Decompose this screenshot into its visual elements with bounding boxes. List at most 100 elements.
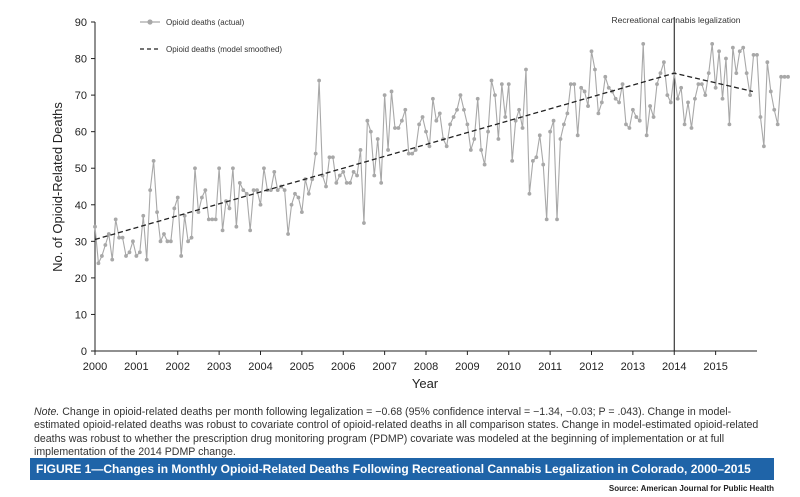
- actual-data-point: [430, 96, 435, 101]
- actual-data-point: [196, 210, 201, 214]
- legend-actual-label: Opioid deaths (actual): [166, 18, 245, 27]
- actual-data-point: [489, 78, 494, 83]
- x-tick-label: 2007: [372, 361, 396, 373]
- actual-data-point: [572, 82, 577, 87]
- figure-note: Note. Change in opioid-related deaths pe…: [34, 406, 774, 460]
- actual-data-point: [237, 180, 242, 185]
- y-tick-label: 0: [81, 346, 87, 358]
- actual-data-point: [486, 129, 490, 134]
- actual-data-point: [699, 82, 704, 87]
- note-text: Change in opioid-related deaths per mont…: [34, 406, 759, 459]
- actual-data-point: [510, 159, 515, 163]
- actual-data-point: [730, 45, 735, 50]
- actual-data-point: [324, 184, 328, 189]
- actual-data-point: [679, 85, 684, 90]
- actual-data-point: [193, 166, 197, 171]
- actual-data-point: [217, 166, 222, 171]
- actual-data-point: [172, 206, 177, 211]
- actual-data-point: [562, 122, 566, 127]
- actual-data-point: [493, 93, 497, 98]
- actual-data-point: [396, 126, 401, 130]
- actual-data-point: [151, 159, 156, 163]
- actual-data-point: [375, 137, 380, 141]
- actual-data-point: [158, 239, 163, 244]
- actual-data-point: [231, 166, 235, 171]
- actual-data-point: [148, 188, 153, 193]
- actual-data-point: [503, 115, 508, 119]
- actual-data-point: [341, 169, 346, 174]
- actual-data-point: [782, 74, 787, 79]
- actual-data-point: [693, 96, 697, 101]
- actual-data-point: [106, 232, 111, 236]
- actual-data-point: [506, 82, 511, 87]
- actual-data-point: [241, 188, 246, 193]
- y-tick-label: 60: [75, 127, 87, 139]
- actual-data-point: [534, 155, 539, 160]
- actual-data-point: [379, 180, 384, 185]
- actual-data-point: [648, 104, 653, 108]
- actual-data-point: [741, 45, 746, 50]
- actual-data-point: [748, 93, 753, 98]
- actual-data-point: [179, 254, 184, 258]
- actual-data-point: [337, 173, 342, 178]
- actual-data-point: [524, 67, 528, 72]
- actual-data-point: [189, 235, 194, 240]
- actual-data-point: [724, 56, 728, 61]
- actual-data-point: [455, 107, 459, 112]
- actual-data-point: [186, 239, 190, 244]
- x-tick-label: 2003: [207, 361, 231, 373]
- actual-data-point: [527, 191, 532, 196]
- actual-data-point: [134, 254, 139, 258]
- actual-data-point: [327, 155, 332, 160]
- actual-data-point: [655, 82, 659, 87]
- actual-data-point: [293, 191, 297, 196]
- actual-data-point: [637, 118, 642, 123]
- actual-data-point: [696, 82, 701, 87]
- actual-data-point: [710, 42, 715, 46]
- actual-data-point: [630, 107, 635, 112]
- actual-data-point: [558, 137, 563, 141]
- legend-model-label: Opioid deaths (model smoothed): [166, 45, 282, 54]
- model-series-line: [94, 72, 754, 241]
- actual-data-point: [499, 82, 504, 87]
- actual-data-point: [624, 122, 628, 127]
- actual-data-point: [262, 166, 266, 171]
- y-tick-label: 50: [75, 163, 87, 175]
- actual-data-point: [768, 89, 773, 94]
- actual-data-point: [310, 177, 315, 182]
- actual-data-point: [334, 180, 339, 185]
- actual-data-point: [599, 100, 604, 105]
- actual-data-point: [686, 100, 690, 105]
- actual-data-point: [368, 129, 373, 134]
- actual-data-point: [675, 96, 680, 101]
- actual-data-point: [765, 60, 770, 65]
- actual-data-point: [575, 133, 580, 138]
- y-tick-label: 10: [75, 309, 87, 321]
- actual-data-point: [413, 148, 418, 152]
- actual-data-point: [199, 195, 204, 200]
- actual-data-point: [358, 148, 363, 152]
- actual-data-point: [737, 49, 742, 54]
- actual-data-point: [541, 162, 546, 167]
- actual-data-point: [717, 49, 721, 54]
- actual-data-point: [479, 148, 484, 152]
- actual-data-point: [451, 115, 456, 119]
- actual-data-point: [593, 67, 597, 72]
- actual-data-point: [644, 133, 649, 138]
- actual-data-point: [703, 93, 708, 98]
- actual-data-point: [272, 169, 277, 174]
- actual-data-point: [462, 107, 466, 112]
- actual-data-point: [555, 217, 559, 222]
- legend-actual-marker: [147, 19, 153, 25]
- actual-data-point: [362, 221, 366, 225]
- actual-data-point: [620, 82, 625, 87]
- actual-data-point: [234, 224, 239, 229]
- actual-data-point: [393, 126, 397, 130]
- actual-data-point: [755, 53, 759, 57]
- actual-data-point: [606, 85, 611, 90]
- actual-data-point: [713, 85, 718, 90]
- actual-data-point: [93, 224, 97, 229]
- x-tick-label: 2013: [621, 361, 645, 373]
- actual-data-point: [589, 49, 594, 54]
- x-tick-label: 2012: [579, 361, 603, 373]
